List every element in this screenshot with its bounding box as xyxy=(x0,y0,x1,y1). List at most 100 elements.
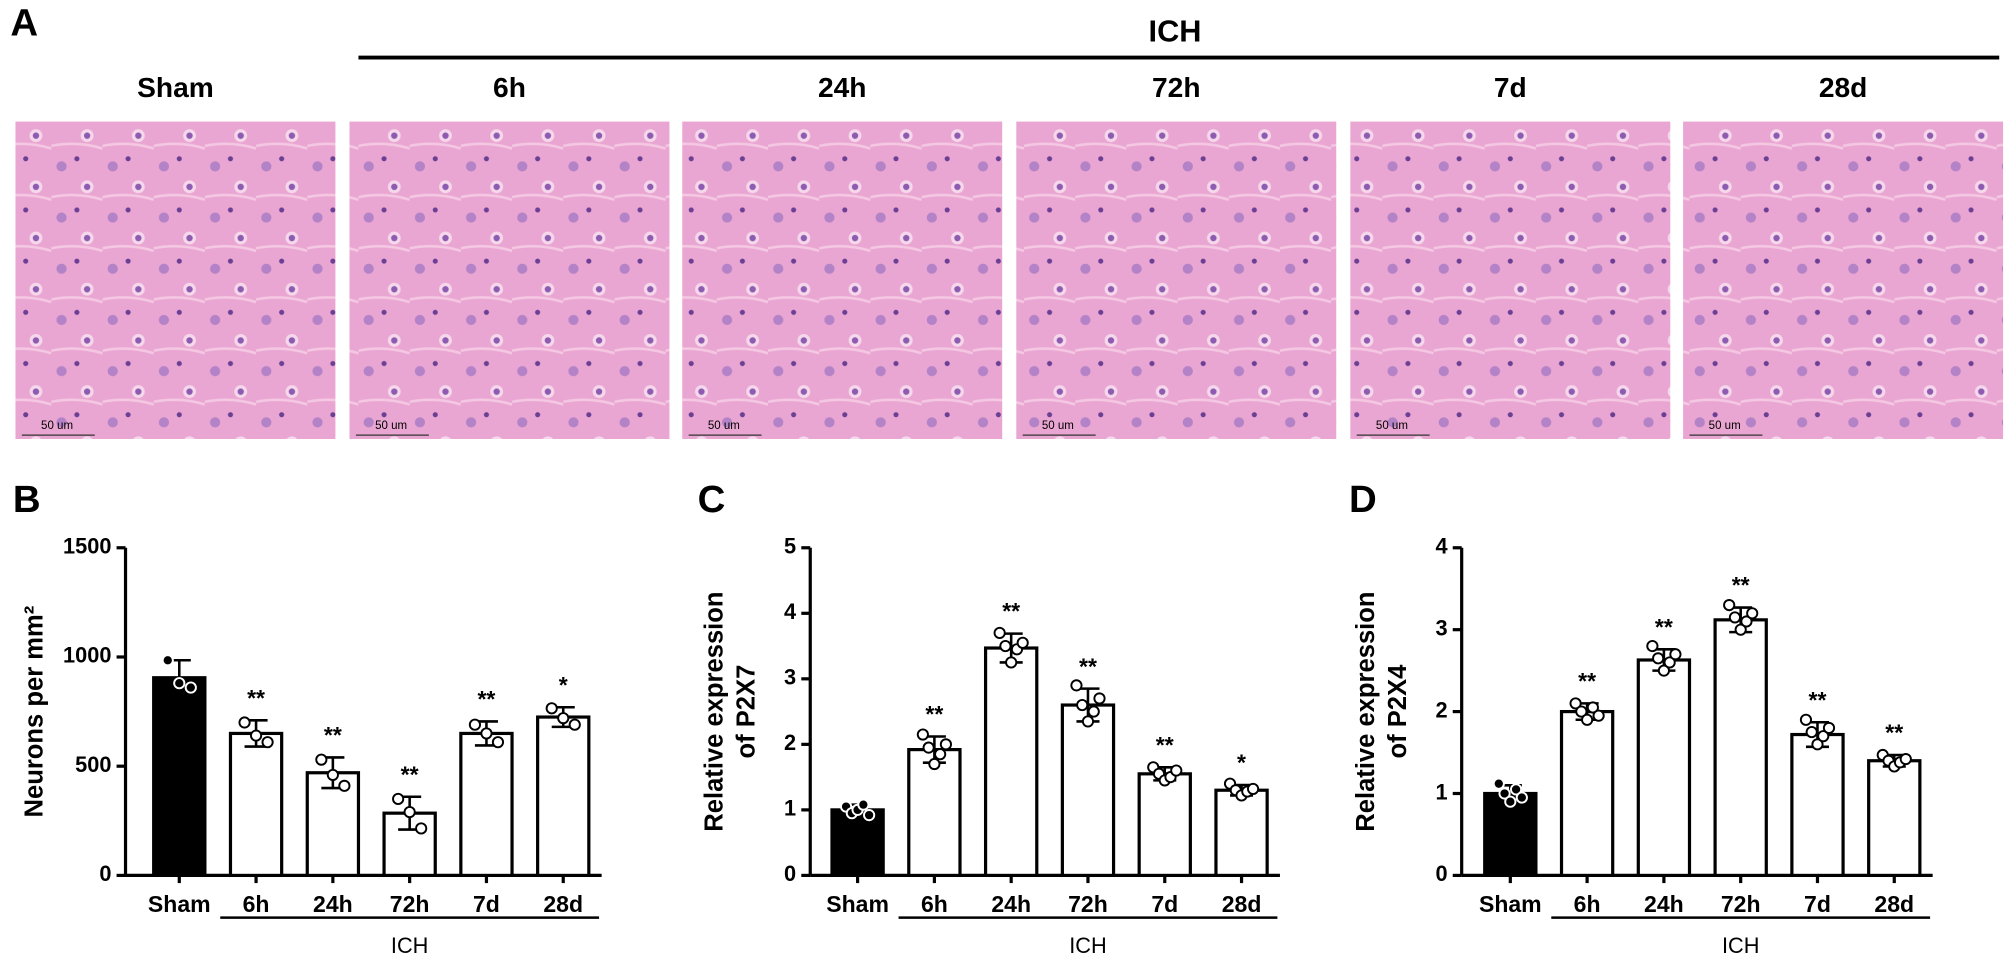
data-point xyxy=(939,738,952,751)
scale-bar-label: 50 um xyxy=(375,420,407,432)
significance: ** xyxy=(247,685,265,711)
data-point xyxy=(1081,715,1095,728)
significance: * xyxy=(559,672,568,698)
x-tick-label: 28d xyxy=(1874,891,1914,917)
group-label: ICH xyxy=(1149,13,1202,48)
y-tick-label: 1500 xyxy=(63,534,111,559)
data-point xyxy=(916,728,929,741)
y-tick-label: 1 xyxy=(1435,779,1447,804)
x-tick-label: 6h xyxy=(1574,891,1601,917)
y-tick-label: 3 xyxy=(784,665,796,690)
y-tick-label: 500 xyxy=(75,752,111,777)
data-point xyxy=(999,639,1012,653)
data-point xyxy=(468,718,482,731)
data-point xyxy=(249,729,263,742)
data-point xyxy=(1811,738,1824,751)
histology-panels: Sham 50 um 6h 50 um 24h 50 um 72h 50 um 7d 50 um 2… xyxy=(15,72,2004,439)
bar xyxy=(907,747,962,878)
panel-title: 28d xyxy=(1819,72,1868,103)
data-point xyxy=(1646,639,1659,653)
bar xyxy=(1559,709,1615,878)
data-point xyxy=(491,736,505,749)
data-point xyxy=(857,798,870,811)
data-point xyxy=(261,736,274,749)
data-point xyxy=(1076,698,1089,712)
bar xyxy=(1790,732,1845,878)
data-point xyxy=(315,753,328,766)
data-point xyxy=(1005,656,1018,669)
bar xyxy=(1713,618,1768,878)
data-point xyxy=(1657,664,1670,677)
group-label: ICH xyxy=(1722,933,1759,958)
significance: ** xyxy=(1885,720,1903,746)
y-tick-label: 4 xyxy=(784,599,796,624)
bar xyxy=(1214,788,1269,878)
data-point xyxy=(1498,787,1511,800)
histology-image xyxy=(1683,121,2004,439)
significance: ** xyxy=(324,722,342,748)
data-point xyxy=(1669,648,1682,661)
histology-image xyxy=(1016,121,1337,439)
histology-image xyxy=(15,121,336,439)
data-point xyxy=(1586,701,1599,714)
significance: ** xyxy=(1079,653,1097,679)
data-point xyxy=(1799,713,1813,726)
y-tick-label: 0 xyxy=(1435,861,1447,886)
y-tick-label: 1000 xyxy=(63,643,111,668)
y-tick-label: 1 xyxy=(784,796,796,821)
x-tick-label: 7d xyxy=(473,891,500,917)
data-point xyxy=(1723,599,1736,612)
data-point xyxy=(934,748,947,761)
panel-title: 6h xyxy=(493,72,526,103)
panel-title: Sham xyxy=(137,72,214,103)
data-point xyxy=(1087,705,1100,718)
bar xyxy=(228,731,284,878)
x-tick-label: 28d xyxy=(1222,891,1262,917)
significance: ** xyxy=(401,761,419,787)
data-point xyxy=(922,741,935,754)
data-point xyxy=(1581,713,1594,726)
histology-image xyxy=(1350,121,1671,439)
data-point xyxy=(480,727,493,740)
data-point xyxy=(545,702,558,715)
panel-label: D xyxy=(1349,478,1377,521)
data-point xyxy=(403,805,416,819)
data-point xyxy=(1515,791,1528,804)
data-point xyxy=(1016,636,1029,649)
data-point xyxy=(1663,656,1676,669)
data-point xyxy=(173,677,186,690)
panel-label: A xyxy=(10,2,38,45)
bar xyxy=(152,676,207,878)
bar xyxy=(1636,658,1692,878)
data-point xyxy=(184,681,197,694)
x-tick-label: 7d xyxy=(1151,891,1178,917)
x-tick-label: 24h xyxy=(313,891,353,917)
data-point xyxy=(338,779,351,792)
data-point xyxy=(1509,783,1523,796)
x-tick-label: 72h xyxy=(1068,891,1108,917)
y-axis-label: Relative expression of P2X4 xyxy=(1352,591,1412,831)
bar xyxy=(830,808,885,878)
data-point xyxy=(993,626,1006,640)
x-tick-label: Sham xyxy=(1479,891,1542,917)
significance: ** xyxy=(477,686,495,712)
data-point xyxy=(1734,623,1747,636)
scale-bar-label: 50 um xyxy=(1042,420,1074,432)
y-tick-label: 0 xyxy=(99,861,111,886)
data-point xyxy=(1817,730,1830,743)
data-point xyxy=(1728,611,1742,624)
bar xyxy=(459,731,514,878)
data-point xyxy=(1575,705,1588,718)
significance: ** xyxy=(1002,598,1020,624)
bar xyxy=(536,715,591,878)
panel-title: 72h xyxy=(1152,72,1201,103)
y-tick-label: 2 xyxy=(784,730,796,755)
data-point xyxy=(1569,697,1582,710)
histology-image xyxy=(349,121,670,439)
data-point xyxy=(1170,764,1183,777)
data-point xyxy=(1504,795,1517,808)
data-point xyxy=(326,768,339,782)
